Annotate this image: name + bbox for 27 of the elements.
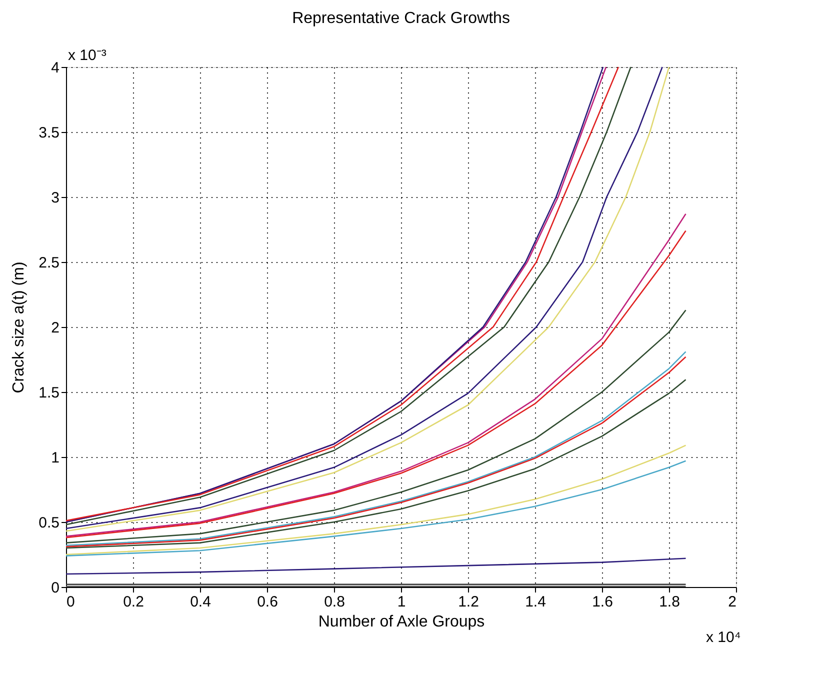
- chart-title: Representative Crack Growths: [292, 10, 510, 27]
- x-tick-label: 0.6: [257, 594, 278, 610]
- y-tick-label: 1: [51, 450, 60, 466]
- text: x 10⁴: [706, 629, 741, 646]
- x-tick-label: 1.8: [659, 594, 680, 610]
- x-axis-title: Number of Axle Groups: [318, 614, 485, 630]
- x-tick-label: 0.4: [190, 594, 211, 610]
- line-series: [65, 309, 686, 544]
- y-axis-title: Crack size a(t) (m): [10, 262, 28, 394]
- y-tick-label: 1.5: [38, 384, 60, 402]
- x-tick-label: 0: [66, 594, 75, 610]
- y-tick-label: 0: [51, 580, 60, 596]
- y-tick-label: 3: [51, 190, 60, 206]
- y-tick-label: 4: [51, 60, 60, 76]
- x-tick-label: 2: [728, 594, 736, 610]
- y-tick-label: 0.5: [38, 514, 60, 532]
- x-tick-label: 0.2: [123, 594, 144, 610]
- y-tick-label: 3.5: [38, 124, 60, 142]
- text: x 10⁻³: [68, 47, 106, 64]
- x-tick-label: 1.6: [592, 594, 613, 610]
- x-tick-label: 1.4: [525, 594, 546, 610]
- y-tick-label: 2: [51, 320, 60, 336]
- x-tick-label: 0.8: [324, 594, 345, 610]
- line-series: [65, 558, 686, 575]
- x-tick-label: 1: [397, 594, 406, 610]
- y-tick-label: 2.5: [38, 254, 60, 272]
- x-tick-label: 1.2: [458, 594, 479, 610]
